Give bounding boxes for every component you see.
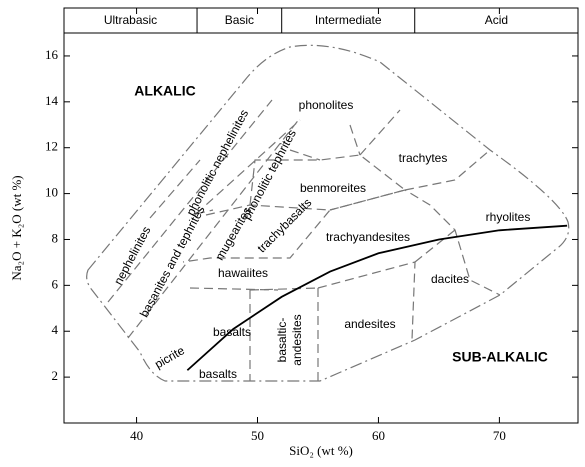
field-label: basalts	[213, 325, 251, 339]
field-label: basanites and tephrites	[137, 204, 208, 320]
field-label: rhyolites	[486, 210, 531, 224]
field-label: ALKALIC	[134, 83, 195, 99]
field-label: trachyandesites	[326, 230, 410, 244]
y-axis-label: Na₂O + K₂O (wt %)	[9, 175, 24, 280]
field-label: basaltic-	[275, 318, 289, 363]
field-label: mugearites	[212, 204, 254, 262]
y-tick-label: 12	[45, 139, 58, 154]
field-label: andesites	[344, 317, 395, 331]
y-tick-label: 2	[52, 368, 59, 383]
plot-frame	[63, 7, 579, 424]
field-label: phonolitic nephelinites	[183, 107, 251, 218]
field-boundaries	[86, 44, 570, 382]
y-tick-label: 16	[45, 47, 59, 62]
field-label: SUB-ALKALIC	[452, 349, 548, 365]
field-label: dacites	[431, 272, 469, 286]
field-label: picrite	[152, 343, 187, 371]
x-axis-label: SiO₂ (wt %)	[289, 443, 353, 458]
field-label: hawaiites	[218, 266, 268, 280]
header-label: Basic	[225, 13, 254, 27]
field-label: phonolites	[299, 98, 354, 112]
y-tick-label: 10	[45, 185, 58, 200]
y-tick-label: 8	[52, 230, 59, 245]
y-tick-label: 14	[45, 93, 59, 108]
header-label: Ultrabasic	[104, 13, 157, 27]
field-label: trachybasalts	[254, 195, 314, 255]
header-label: Intermediate	[315, 13, 382, 27]
y-tick-label: 4	[52, 322, 59, 337]
x-tick-label: 70	[493, 428, 506, 443]
field-label: andesites	[290, 314, 304, 365]
x-tick-label: 60	[372, 428, 385, 443]
field-label: benmoreites	[300, 181, 366, 195]
x-tick-label: 40	[130, 428, 143, 443]
field-label: basalts	[199, 367, 237, 381]
field-label: trachytes	[399, 151, 448, 165]
y-tick-label: 6	[52, 276, 59, 291]
x-tick-label: 50	[251, 428, 264, 443]
divide-curve	[186, 224, 568, 371]
header-label: Acid	[485, 13, 508, 27]
